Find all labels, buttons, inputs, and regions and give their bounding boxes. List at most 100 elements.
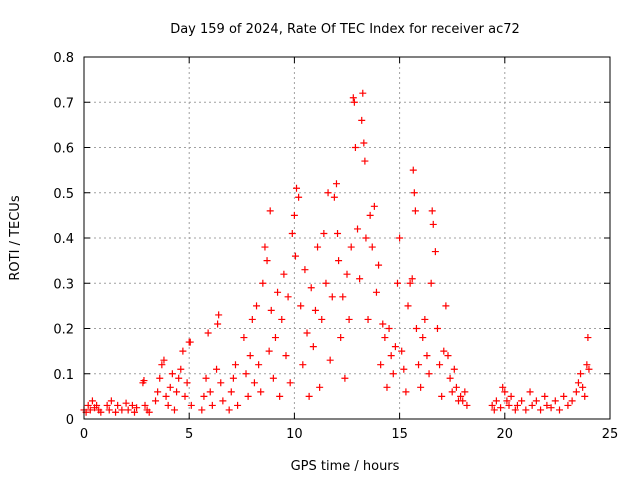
data-point xyxy=(335,257,343,265)
data-point xyxy=(377,361,385,369)
data-point xyxy=(164,401,172,409)
data-point xyxy=(269,374,277,382)
data-point xyxy=(215,311,223,319)
data-point xyxy=(316,383,324,391)
data-point xyxy=(412,325,420,332)
y-tick-label: 0.5 xyxy=(53,187,74,202)
data-point xyxy=(360,139,368,147)
data-point xyxy=(442,302,450,310)
data-point xyxy=(219,397,227,405)
x-axis-title: GPS time / hours xyxy=(291,459,400,474)
data-point xyxy=(505,401,513,409)
data-point xyxy=(574,379,582,387)
data-point xyxy=(276,392,284,400)
data-point xyxy=(431,248,439,256)
data-point xyxy=(356,275,364,283)
data-point xyxy=(421,315,429,323)
data-point xyxy=(370,202,378,210)
data-point xyxy=(404,302,412,310)
data-point xyxy=(411,207,419,215)
data-point xyxy=(366,211,374,219)
data-point xyxy=(457,392,465,400)
data-point xyxy=(234,401,242,409)
data-point xyxy=(173,388,181,396)
x-tick-labels: 0 5 10 15 20 25 xyxy=(80,427,618,442)
data-point xyxy=(295,193,303,201)
data-point xyxy=(86,406,94,414)
data-point xyxy=(266,207,274,215)
data-point xyxy=(267,306,275,314)
data-point xyxy=(217,379,225,387)
data-point xyxy=(166,383,174,391)
data-point xyxy=(383,383,391,391)
data-point xyxy=(423,352,431,360)
data-point xyxy=(97,408,105,416)
data-point xyxy=(513,401,521,409)
data-point xyxy=(187,401,195,409)
data-point xyxy=(396,234,404,242)
data-point xyxy=(141,401,149,409)
y-tick-label: 0.4 xyxy=(53,232,74,247)
data-point xyxy=(350,98,358,106)
data-point xyxy=(112,408,120,416)
data-point xyxy=(332,180,340,188)
data-point xyxy=(183,379,191,387)
data-point xyxy=(175,374,183,382)
data-point xyxy=(409,166,417,174)
data-point xyxy=(326,356,334,364)
data-point xyxy=(284,293,292,301)
y-tick-label: 0.1 xyxy=(53,368,74,383)
data-point xyxy=(177,365,185,373)
data-point xyxy=(387,352,395,360)
data-point xyxy=(299,361,307,369)
data-point xyxy=(341,374,349,382)
data-point xyxy=(278,315,286,323)
data-point xyxy=(398,347,406,355)
data-point xyxy=(488,401,496,409)
data-point xyxy=(229,374,237,382)
data-point xyxy=(160,356,168,364)
data-point xyxy=(297,302,305,310)
data-point xyxy=(497,404,505,412)
data-point xyxy=(461,388,469,396)
data-point xyxy=(84,401,92,409)
data-point xyxy=(265,347,273,355)
data-point xyxy=(206,388,214,396)
data-point xyxy=(568,397,576,405)
data-point xyxy=(551,397,559,405)
data-point xyxy=(492,397,500,405)
data-point xyxy=(507,392,515,400)
data-point xyxy=(581,392,589,400)
data-point xyxy=(246,352,254,360)
data-point xyxy=(448,388,456,396)
data-point xyxy=(88,397,96,405)
data-point xyxy=(410,189,418,197)
data-point xyxy=(391,343,399,351)
data-point xyxy=(349,94,357,102)
data-point xyxy=(311,306,319,314)
data-point xyxy=(242,370,250,378)
data-point xyxy=(359,89,367,97)
x-tick-label: 0 xyxy=(80,427,88,442)
data-point xyxy=(291,252,299,260)
data-point xyxy=(293,184,301,192)
data-point xyxy=(361,157,369,165)
data-point xyxy=(490,406,498,414)
data-point xyxy=(408,275,416,283)
data-point xyxy=(156,374,164,382)
data-point xyxy=(200,392,208,400)
x-tick-label: 20 xyxy=(497,427,514,442)
y-tick-labels: 0 0.1 0.2 0.3 0.4 0.5 0.6 0.7 0.8 xyxy=(53,51,74,428)
data-point xyxy=(440,347,448,355)
data-point xyxy=(198,406,206,414)
data-point xyxy=(286,379,294,387)
data-point xyxy=(511,406,519,414)
data-point xyxy=(158,361,166,369)
data-point xyxy=(375,261,383,269)
data-point xyxy=(436,361,444,369)
data-point xyxy=(428,207,436,215)
data-point xyxy=(305,392,313,400)
data-point xyxy=(532,397,540,405)
data-point xyxy=(459,397,467,405)
data-point xyxy=(103,401,111,409)
